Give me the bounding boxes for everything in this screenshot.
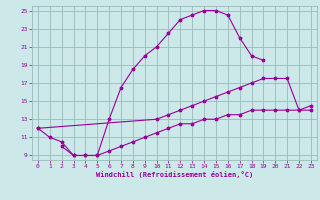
X-axis label: Windchill (Refroidissement éolien,°C): Windchill (Refroidissement éolien,°C): [96, 171, 253, 178]
